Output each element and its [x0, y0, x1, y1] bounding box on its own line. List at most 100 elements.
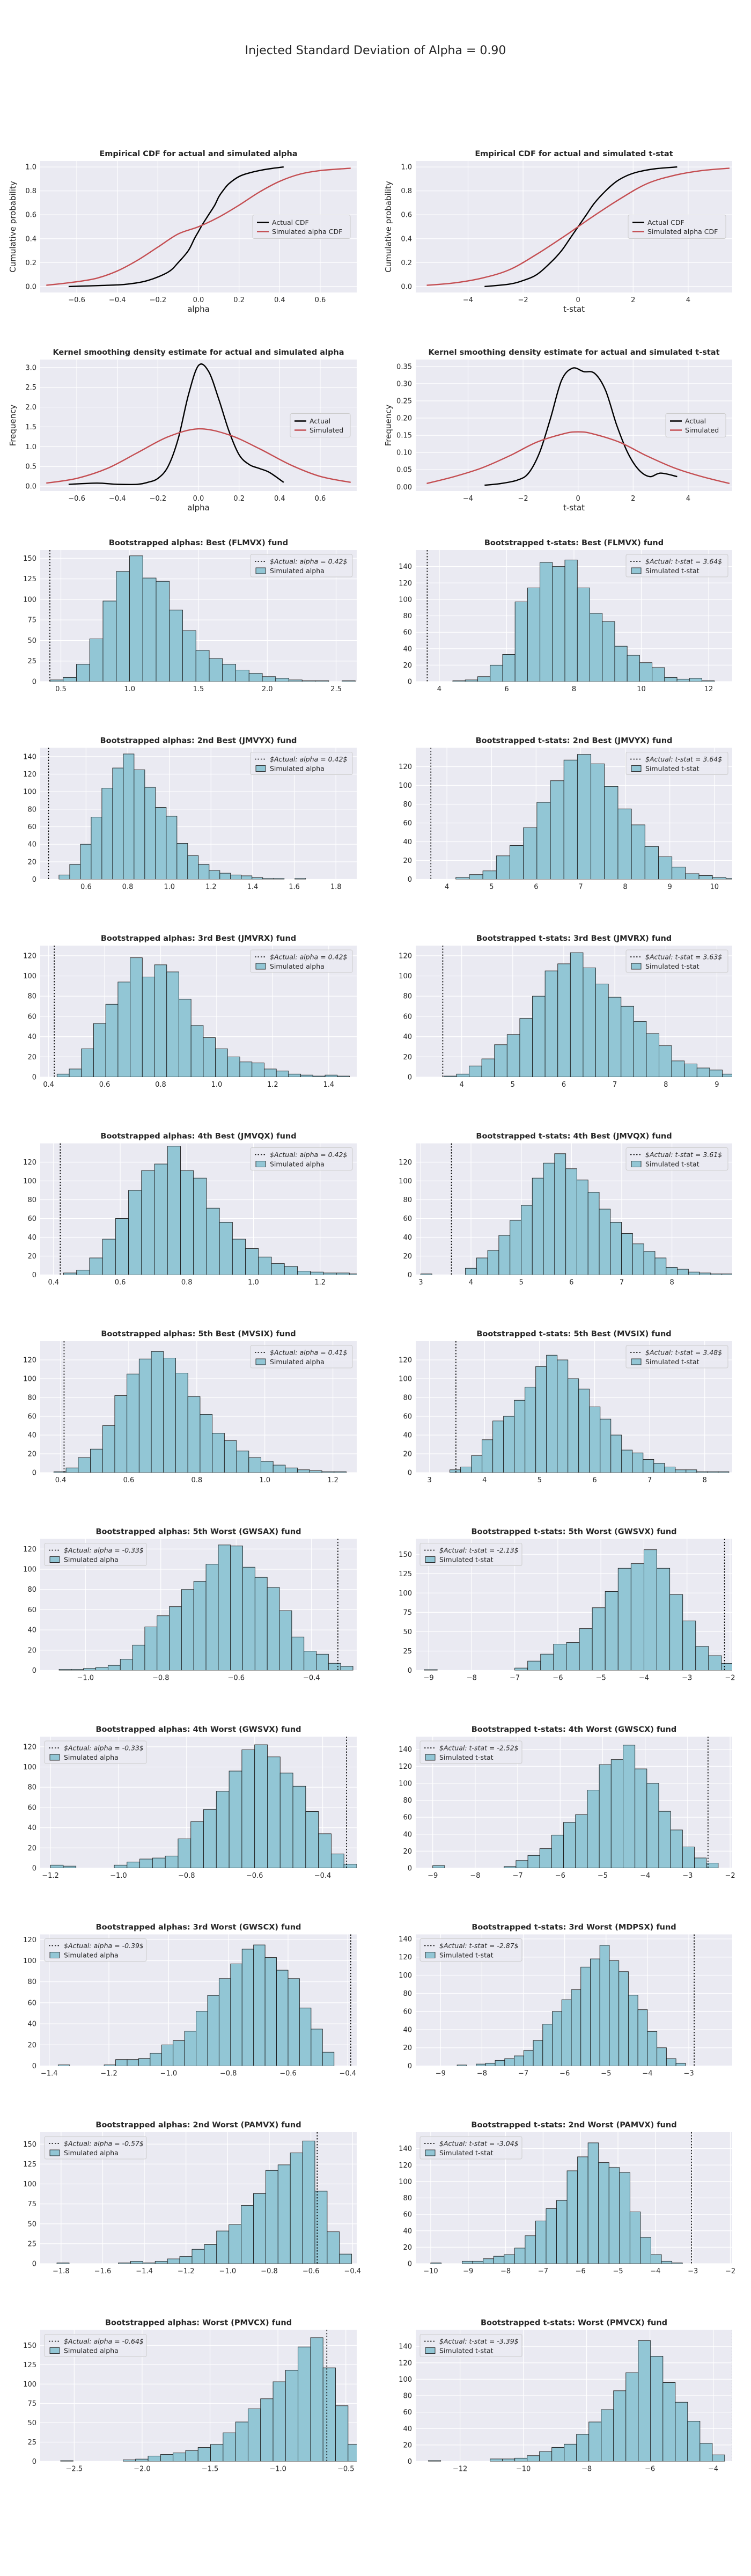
y-tick-label: 60 [27, 1606, 36, 1614]
y-tick-label: 120 [399, 580, 412, 588]
histogram-bar [279, 1773, 293, 1868]
y-tick-label: 0 [32, 2062, 36, 2070]
histogram-bar [102, 1425, 115, 1473]
histogram-bar [587, 1192, 600, 1275]
x-tick-label: −0.8 [178, 1872, 195, 1880]
y-tick-label: 0.25 [396, 397, 412, 405]
histogram-bar [294, 878, 306, 880]
histogram-bar [630, 1563, 644, 1671]
series-line [426, 167, 730, 286]
histogram-bar [721, 1274, 732, 1275]
legend-swatch [425, 1754, 436, 1761]
histogram-bar [114, 1395, 128, 1473]
x-tick-label: 1.2 [314, 1279, 326, 1287]
chart-title: Bootstrapped alphas: 4th Best (JMVQX) fu… [100, 1132, 296, 1141]
legend-swatch [49, 1754, 60, 1761]
y-tick-label: 20 [27, 1845, 36, 1853]
histogram-bar [81, 1048, 94, 1077]
chart-title: Bootstrapped alphas: 5th Worst (GWSAX) f… [95, 1528, 301, 1536]
legend-entry: $Actual: t-stat = -2.87$ [439, 1942, 519, 1950]
histogram-bar [90, 1448, 103, 1473]
histogram-bar [290, 2153, 303, 2264]
y-tick-label: 150 [23, 555, 36, 563]
y-axis-label: Cumulative probability [8, 181, 18, 273]
histogram-bar [193, 1177, 207, 1275]
x-tick-label: −10 [423, 2267, 438, 2275]
x-tick-label: −4 [640, 1872, 650, 1880]
histogram-bar [241, 1949, 254, 2066]
histogram-bar [672, 867, 686, 880]
x-tick-label: 3 [418, 1279, 423, 1287]
chart-title: Kernel smoothing density estimate for ac… [428, 348, 719, 357]
histogram-bar [204, 2244, 217, 2264]
x-tick-label: 1.0 [124, 685, 135, 693]
histogram-bar [610, 1759, 623, 1868]
legend-swatch [631, 1358, 642, 1365]
histogram-bar [176, 843, 188, 880]
y-tick-label: 125 [23, 575, 36, 583]
legend: Actual CDF Simulated alpha CDF [252, 215, 351, 239]
legend-entry: $Actual: alpha = -0.39$ [64, 1942, 144, 1950]
y-tick-label: 60 [403, 2409, 412, 2417]
histogram-bar [702, 680, 715, 682]
y-tick-label: 80 [27, 806, 36, 814]
chart-boot_a_4worst: −1.2 −1.0 −0.8 −0.6 −0.4 0 20 40 60 80 100 120 Boots… [23, 1725, 357, 1880]
legend-box [44, 2334, 147, 2357]
y-tick-label: 120 [399, 952, 412, 960]
histogram-bar [69, 864, 81, 880]
x-tick-label: 0.6 [99, 1081, 111, 1089]
x-tick-label: −7 [538, 2267, 548, 2275]
histogram-bar [637, 2009, 648, 2066]
histogram-bar [510, 1220, 521, 1275]
x-tick-label: −1.4 [136, 2267, 153, 2275]
chart-boot_a_best: 0.5 1.0 1.5 2.0 2.5 0 25 50 75 100 125 150 Bootstrap… [23, 539, 357, 693]
histogram-bar [675, 2402, 688, 2462]
histogram-bar [102, 601, 117, 682]
series-line [46, 428, 351, 484]
x-tick-label: 2.0 [262, 685, 273, 693]
histogram-bar [604, 786, 619, 880]
y-tick-label: 120 [23, 1546, 36, 1554]
legend-box [419, 1543, 522, 1566]
histogram-bar [623, 1745, 636, 1868]
histogram-bar [682, 1847, 695, 1868]
histogram-bar [633, 1021, 647, 1077]
histogram-bar [304, 1651, 316, 1671]
x-tick-label: −0.2 [150, 495, 167, 503]
histogram-bar [65, 1467, 79, 1473]
y-tick-label: 100 [399, 2376, 412, 2384]
y-tick-label: 80 [403, 2194, 412, 2202]
y-tick-label: 100 [399, 782, 412, 790]
y-tick-label: 0 [408, 2062, 412, 2070]
histogram-bar [568, 1378, 579, 1473]
legend-swatch [425, 2347, 436, 2354]
plot-marks [420, 1143, 732, 1275]
plot-marks [49, 550, 356, 682]
x-tick-label: −1.2 [178, 2267, 195, 2275]
x-tick-label: 7 [578, 883, 583, 891]
histogram-bar [241, 875, 253, 880]
histogram-bar [123, 753, 135, 880]
histogram-bar [276, 1071, 289, 1077]
legend-entry: $Actual: alpha = -0.57$ [64, 2140, 144, 2148]
histogram-bar [514, 1400, 526, 1473]
y-tick-label: 0.8 [401, 187, 412, 195]
y-tick-label: 120 [23, 1357, 36, 1365]
y-tick-label: 40 [27, 1432, 36, 1440]
histogram-bar [514, 2055, 524, 2066]
histogram-bar [632, 1452, 644, 1473]
histogram-bar [138, 2058, 151, 2066]
x-tick-label: 7 [613, 1081, 617, 1089]
histogram-bar [578, 1388, 590, 1473]
x-tick-label: −0.6 [303, 2267, 320, 2275]
x-tick-label: 6 [592, 1476, 597, 1484]
x-tick-label: 10 [710, 883, 719, 891]
y-tick-label: 0.0 [25, 483, 36, 491]
y-axis-label: Frequency [8, 405, 18, 447]
y-tick-label: 0 [408, 1865, 412, 1873]
x-tick-label: −9 [428, 1872, 438, 1880]
x-tick-label: −1.0 [110, 1872, 127, 1880]
y-tick-label: 60 [403, 1215, 412, 1223]
y-tick-label: 120 [399, 1159, 412, 1167]
legend-entry: $Actual: alpha = -0.64$ [64, 2337, 144, 2345]
